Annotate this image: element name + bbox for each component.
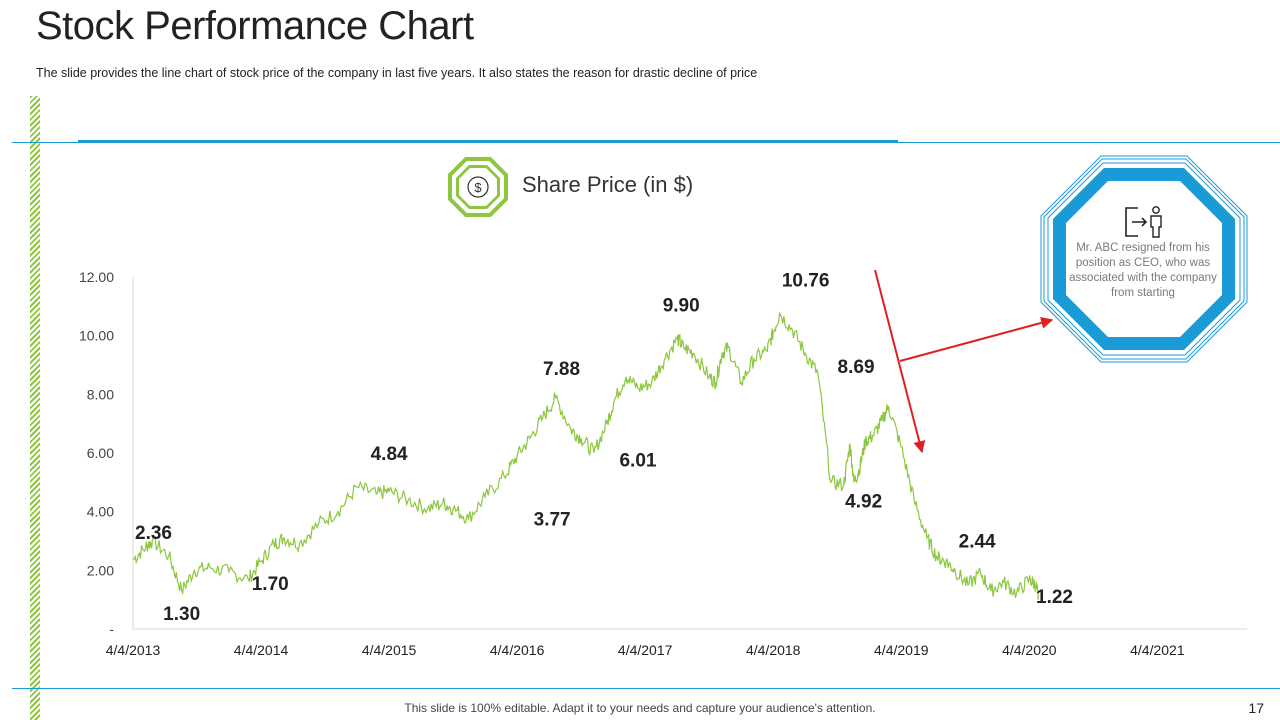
x-tick-label: 4/4/2020 <box>1002 642 1057 658</box>
share-price-line <box>132 311 1039 600</box>
x-tick-label: 4/4/2014 <box>234 642 289 658</box>
bottom-divider <box>12 688 1280 689</box>
person-exit-icon <box>1125 206 1162 238</box>
callout-text: Mr. ABC resigned from his position as CE… <box>1069 242 1217 299</box>
data-label: 6.01 <box>619 451 656 472</box>
y-tick-label: 6.00 <box>87 445 114 461</box>
page-subtitle: The slide provides the line chart of sto… <box>36 66 758 80</box>
y-tick-label: 4.00 <box>87 504 114 520</box>
top-divider-accent <box>78 140 898 143</box>
dollar-icon <box>467 176 489 198</box>
footer-note: This slide is 100% editable. Adapt it to… <box>404 701 876 715</box>
y-tick-label: 2.00 <box>87 562 114 578</box>
dollar-badge: $ <box>448 157 508 217</box>
chart-title: Share Price (in $) <box>522 172 694 197</box>
data-label: 4.92 <box>845 492 882 513</box>
data-label: 10.76 <box>782 270 830 291</box>
x-tick-label: 4/4/2021 <box>1130 642 1185 658</box>
y-tick-label: 12.00 <box>79 269 114 285</box>
data-label: 1.70 <box>252 574 289 595</box>
data-label: 9.90 <box>663 296 700 317</box>
callout-octagon <box>1040 155 1248 363</box>
data-label: 3.77 <box>534 509 571 530</box>
data-label: 8.69 <box>838 357 875 378</box>
decline-arrow <box>874 269 926 454</box>
callout-arrow <box>899 317 1054 362</box>
y-tick-label: - <box>109 621 114 637</box>
page-title: Stock Performance Chart <box>36 4 474 48</box>
y-tick-label: 10.00 <box>79 328 114 344</box>
data-label: 7.88 <box>543 359 580 380</box>
data-label: 1.22 <box>1036 587 1073 608</box>
x-tick-label: 4/4/2013 <box>106 642 161 658</box>
data-label: 1.30 <box>163 604 200 625</box>
x-tick-label: 4/4/2016 <box>490 642 545 658</box>
data-label: 2.44 <box>959 531 996 552</box>
decorative-stripe <box>30 96 40 720</box>
x-tick-label: 4/4/2015 <box>362 642 417 658</box>
y-tick-label: 8.00 <box>87 386 114 402</box>
x-tick-label: 4/4/2019 <box>874 642 929 658</box>
data-label: 2.36 <box>135 523 172 544</box>
dollar-symbol: $ <box>474 180 482 195</box>
x-tick-label: 4/4/2017 <box>618 642 673 658</box>
page-number: 17 <box>1248 700 1264 716</box>
x-tick-label: 4/4/2018 <box>746 642 801 658</box>
data-label: 4.84 <box>371 444 408 465</box>
